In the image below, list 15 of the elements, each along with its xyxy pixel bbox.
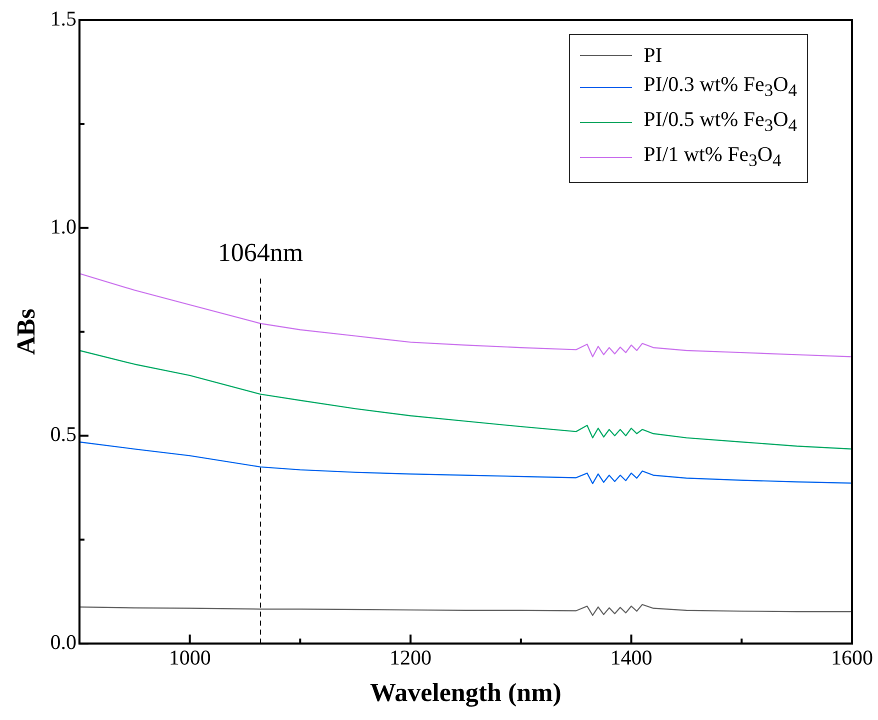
x-tick-label: 1400 <box>610 646 652 670</box>
legend-label: PI <box>644 42 662 69</box>
legend-label: PI/0.3 wt% Fe$_{3}$O$_{4}$ <box>644 71 797 102</box>
y-tick-label: 1.5 <box>50 6 76 31</box>
x-tick-label: 1000 <box>168 646 211 670</box>
legend-label: PI/0.5 wt% Fe$_{3}$O$_{4}$ <box>644 106 797 138</box>
y-tick-label: 0.5 <box>50 422 76 446</box>
legend-label: PI/1 wt% Fe$_{3}$O$_{4}$ <box>644 141 782 173</box>
x-axis-title: Wavelength (nm) <box>370 678 562 708</box>
x-tick-label: 1600 <box>831 646 873 670</box>
x-tick-label: 1200 <box>390 646 432 670</box>
y-axis-title: ABs <box>11 308 40 355</box>
y-tick-label: 1.0 <box>50 214 76 238</box>
ref-line-label: 1064nm <box>218 238 304 267</box>
y-tick-label: 0.0 <box>50 630 76 654</box>
